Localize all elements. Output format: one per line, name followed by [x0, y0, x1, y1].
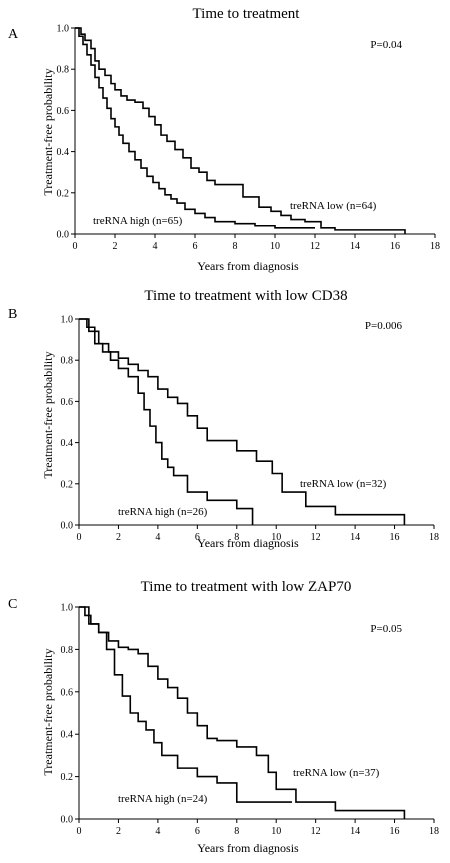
panel-c-curve-trerna-high: [79, 606, 292, 803]
panel-c-x-tick-label: 4: [155, 826, 160, 837]
panel-a-y-tick-label: 0.4: [57, 147, 70, 158]
panel-b-x-tick-label: 8: [234, 532, 239, 543]
panel-a-curve-trerna-high: [75, 27, 315, 229]
panel-a-title: Time to treatment: [193, 6, 301, 22]
panel-a-low-label: treRNA low (n=64): [290, 200, 377, 212]
panel-b-y-tick-label: 0.4: [61, 438, 74, 449]
panel-a-x-tick-label: 2: [113, 241, 118, 252]
panel-a-x-tick-label: 10: [270, 241, 280, 252]
panel-c-x-tick-label: 0: [77, 826, 82, 837]
panel-b-curve-trerna-low: [79, 318, 406, 525]
panel-c-x-tick-label: 14: [350, 826, 360, 837]
panel-a-xlabel: Years from diagnosis: [197, 259, 299, 273]
panel-c-title: Time to treatment with low ZAP70: [141, 579, 352, 595]
panel-b-plot: 0 2 4 6 8 10 12 14 16 18 0.0 0.2 0.4 0.6 0.8 1.0: [61, 315, 440, 544]
panel-a-x-tick-label: 8: [233, 241, 238, 252]
panel-a-y-tick-label: 0.6: [57, 106, 70, 117]
panel-b-low-label: treRNA low (n=32): [300, 478, 387, 490]
panel-b-x-tick-label: 18: [429, 532, 439, 543]
panel-b-ylabel: Treatment-free probability: [41, 351, 55, 478]
panel-b-pvalue: P=0.006: [365, 320, 403, 332]
panel-a-x-tick-label: 18: [430, 241, 440, 252]
panel-b-letter: B: [8, 307, 17, 322]
panel-c-y-tick-label: 1.0: [61, 603, 74, 614]
panel-a-curve-trerna-low: [75, 27, 406, 234]
panel-a-x-tick-label: 16: [390, 241, 400, 252]
panel-c-xlabel: Years from diagnosis: [197, 841, 299, 855]
panel-c-pvalue: P=0.05: [370, 623, 402, 635]
panel-c-y-tick-label: 0.0: [61, 815, 74, 826]
panel-a-x-tick-label: 12: [310, 241, 320, 252]
panel-b: B Time to treatment with low CD38 Treatm…: [8, 288, 439, 550]
panel-c-y-tick-label: 0.6: [61, 687, 74, 698]
panel-a-letter: A: [8, 27, 19, 42]
panel-c-y-tick-label: 0.8: [61, 645, 74, 656]
panel-c-x-tick-label: 10: [271, 826, 281, 837]
panel-c-ylabel: Treatment-free probability: [41, 648, 55, 775]
panel-b-y-tick-label: 0.0: [61, 521, 74, 532]
panel-b-x-tick-label: 16: [390, 532, 400, 543]
panel-a-x-tick-label: 4: [153, 241, 158, 252]
panel-c-x-tick-label: 8: [234, 826, 239, 837]
panel-a-y-tick-label: 0.0: [57, 230, 70, 241]
panel-b-x-tick-label: 4: [155, 532, 160, 543]
panel-b-xlabel: Years from diagnosis: [197, 536, 299, 550]
panel-a-x-tick-label: 0: [73, 241, 78, 252]
panel-b-x-tick-label: 6: [195, 532, 200, 543]
panel-a-y-tick-label: 0.8: [57, 65, 70, 76]
panel-c-x-tick-label: 16: [390, 826, 400, 837]
panel-c: C Time to treatment with low ZAP70 Treat…: [8, 579, 439, 855]
panel-a-y-tick-label: 0.2: [57, 188, 70, 199]
panel-b-x-tick-label: 12: [311, 532, 321, 543]
panel-b-y-tick-label: 0.2: [61, 479, 74, 490]
panel-c-x-tick-label: 6: [195, 826, 200, 837]
panel-b-y-tick-label: 1.0: [61, 315, 74, 326]
panel-a-ylabel: Treatment-free probability: [41, 68, 55, 195]
panel-b-curve-trerna-high: [79, 318, 254, 525]
panel-c-x-tick-label: 18: [429, 826, 439, 837]
panel-b-x-tick-label: 0: [77, 532, 82, 543]
panel-c-high-label: treRNA high (n=24): [118, 793, 208, 805]
panel-c-letter: C: [8, 597, 17, 612]
panel-b-x-tick-label: 14: [350, 532, 360, 543]
panel-b-high-label: treRNA high (n=26): [118, 506, 208, 518]
panel-a: A Time to treatment Treatment-free proba…: [8, 6, 440, 273]
panel-c-low-label: treRNA low (n=37): [293, 767, 380, 779]
panel-a-x-tick-label: 6: [193, 241, 198, 252]
panel-b-x-tick-label: 10: [271, 532, 281, 543]
panel-a-plot: 0 2 4 6 8 10 12 14 16 18 0.0 0.2 0.4 0.6 0.8 1.0: [57, 24, 441, 253]
panel-b-y-tick-label: 0.8: [61, 356, 74, 367]
panel-b-title: Time to treatment with low CD38: [144, 288, 347, 304]
panel-c-curve-trerna-low: [79, 606, 406, 819]
panel-c-y-tick-label: 0.4: [61, 730, 74, 741]
panel-c-y-tick-label: 0.2: [61, 772, 74, 783]
panel-a-high-label: treRNA high (n=65): [93, 215, 183, 227]
panel-c-x-tick-label: 12: [311, 826, 321, 837]
panel-a-pvalue: P=0.04: [370, 39, 402, 51]
panel-b-y-tick-label: 0.6: [61, 397, 74, 408]
panel-c-plot: 0 2 4 6 8 10 12 14 16 18 0.0 0.2 0.4 0.6 0.8 1.0: [61, 603, 440, 838]
panel-a-y-tick-label: 1.0: [57, 24, 70, 35]
panel-b-x-tick-label: 2: [116, 532, 121, 543]
panel-c-x-tick-label: 2: [116, 826, 121, 837]
panel-a-x-tick-label: 14: [350, 241, 360, 252]
